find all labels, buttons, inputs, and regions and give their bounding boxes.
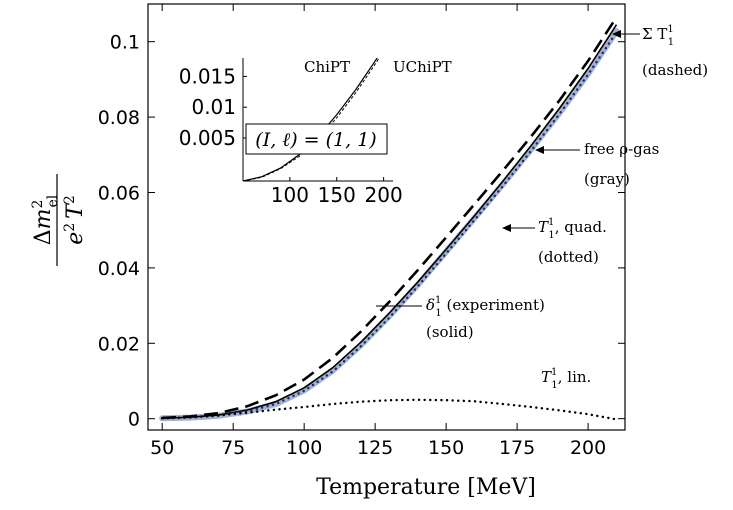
svg-text:(dotted): (dotted): [538, 248, 599, 266]
x-tick-label: 75: [221, 437, 245, 459]
series-free-rho-gas: [159, 28, 620, 422]
inset-series: [243, 58, 380, 181]
y-axis-label: Δm2el e2T2: [30, 174, 88, 266]
x-tick-label: 150: [428, 437, 464, 459]
annotation-T-lin: T1 1, lin.: [541, 367, 591, 391]
svg-text:free ρ-gas: free ρ-gas: [584, 140, 659, 158]
main-series: [159, 16, 620, 422]
x-tick-label: 50: [150, 437, 174, 459]
series-T-lin: [160, 398, 618, 421]
inset-legend-uchipt: UChiPT: [393, 58, 452, 76]
x-tick-label: 200: [570, 437, 606, 459]
inset-label: (I, ℓ) = (1, 1): [255, 129, 376, 151]
y-tick-label: 0.1: [110, 32, 140, 54]
inset-x-tick-label: 100: [271, 183, 309, 207]
plot-frame: [147, 3, 626, 431]
inset-y-tick-label: 0.01: [191, 95, 236, 119]
svg-text:T11, quad.: T1 1, quad.: [538, 217, 607, 241]
svg-text:e2T2: e2T2: [62, 195, 88, 245]
inset-ticks: 100 150 200 0.005 0.01 0.015: [179, 64, 403, 207]
y-tick-label: 0.02: [98, 333, 140, 355]
annotation-free-rho: free ρ-gas (gray): [535, 140, 659, 188]
inset-x-tick-label: 200: [365, 183, 403, 207]
annotation-T-quad: T1 1, quad. (dotted): [502, 217, 607, 266]
x-tick-label: 175: [499, 437, 535, 459]
svg-text:(solid): (solid): [426, 323, 474, 341]
x-tick-label: 100: [286, 437, 322, 459]
svg-text:Δm2el: Δm2el: [30, 194, 61, 245]
inset-y-tick-label: 0.015: [179, 64, 236, 88]
annotation-delta: δ1 1 (experiment) (solid): [376, 295, 545, 341]
annotation-sum-T: Σ T1 1 (dashed): [612, 24, 708, 79]
inset-series-chipt: [243, 58, 378, 181]
svg-text:Σ T11: Σ T1 1: [642, 24, 674, 48]
svg-text:(dashed): (dashed): [642, 61, 708, 79]
svg-text:T11, lin.: T1 1, lin.: [541, 367, 591, 391]
y-tick-label: 0: [128, 409, 140, 431]
series-sum-T: [162, 16, 618, 420]
svg-text:δ11 (experiment): δ1 1 (experiment): [426, 295, 545, 319]
inset-legend-chipt: ChiPT: [304, 58, 350, 76]
y-tick-label: 0.06: [98, 182, 140, 204]
series-delta-experiment: [162, 24, 618, 420]
inset-label-box: [245, 123, 388, 155]
x-tick-label: 125: [357, 437, 393, 459]
inset-x-tick-label: 150: [318, 183, 356, 207]
y-tick-label: 0.04: [98, 258, 140, 280]
x-axis-label: Temperature [MeV]: [316, 475, 536, 500]
inset-chart: 100 150 200 0.005 0.01 0.015 ChiPT UChiPT (I,…: [179, 58, 452, 207]
svg-text:(gray): (gray): [584, 170, 630, 188]
y-tick-label: 0.08: [98, 107, 140, 129]
series-T-quad: [160, 31, 618, 420]
inset-y-tick-label: 0.005: [179, 126, 236, 150]
main-ticks: 50 75 100 125 150 175 200 0 0.02 0.04 0.06 0.08 0.1: [98, 4, 625, 459]
